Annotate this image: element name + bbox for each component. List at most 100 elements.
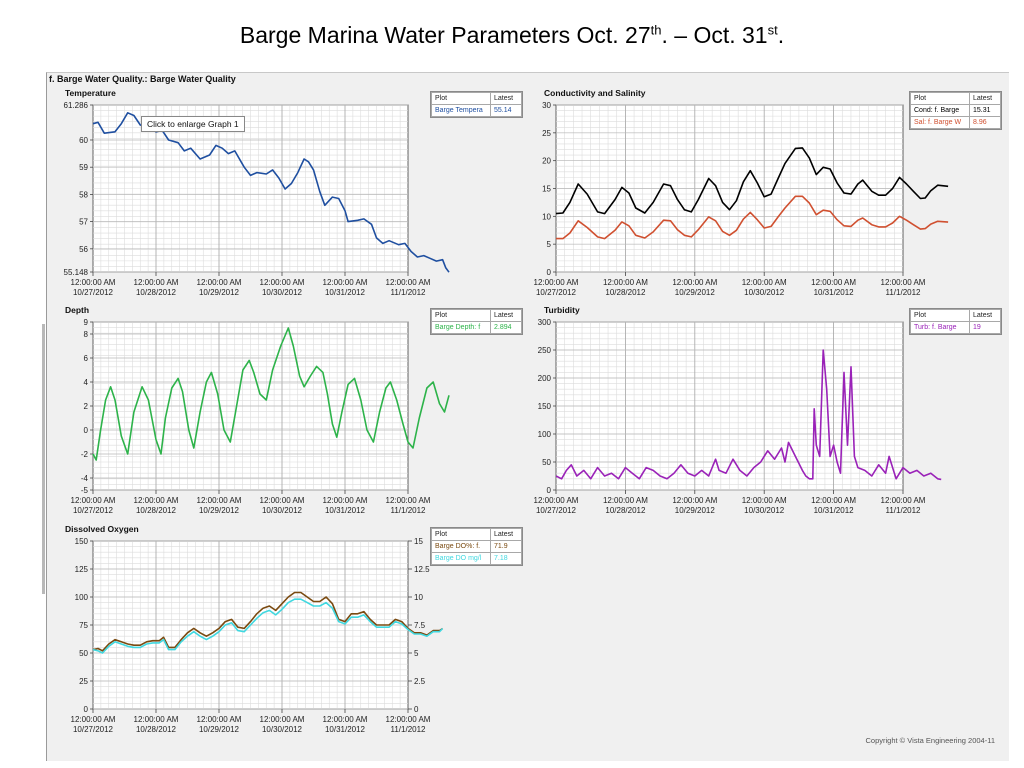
y-tick-label: 5	[547, 240, 552, 249]
legend-row[interactable]: Cond: f. Barge 15.31	[910, 104, 1001, 117]
conductivity_salinity-title: Conductivity and Salinity	[544, 88, 646, 98]
x-tick-time: 12:00:00 AM	[71, 715, 116, 724]
legend-header-cell: Plot	[910, 309, 970, 322]
temperature-title: Temperature	[65, 88, 116, 98]
legend-latest-value: 2.894	[490, 321, 522, 334]
slide-title-end: .	[777, 22, 785, 48]
x-tick-time: 12:00:00 AM	[811, 278, 856, 287]
enlarge-graph-tooltip: Click to enlarge Graph 1	[141, 116, 245, 132]
y-tick-label: 50	[542, 458, 551, 467]
slide-title-main: Barge Marina Water Parameters Oct. 27	[239, 22, 651, 48]
legend-header-cell: Latest	[490, 309, 522, 322]
x-tick-date: 10/29/2012	[675, 288, 716, 297]
x-tick-time: 12:00:00 AM	[260, 278, 305, 287]
legend-header-cell: Latest	[969, 92, 1001, 105]
x-tick-date: 11/1/2012	[391, 725, 427, 734]
slide-title: Barge Marina Water Parameters Oct. 27th.…	[0, 22, 1024, 49]
x-tick-time: 12:00:00 AM	[742, 278, 787, 287]
x-tick-time: 12:00:00 AM	[742, 496, 787, 505]
slide-title-sup-st: st	[767, 22, 778, 38]
legend-row[interactable]: Sal: f. Barge W 8.96	[910, 116, 1001, 129]
conductivity_salinity-chart[interactable]: Conductivity and Salinity30252015105012:…	[534, 88, 949, 297]
x-tick-time: 12:00:00 AM	[323, 715, 368, 724]
conductivity_salinity-series-2	[556, 195, 949, 240]
y-tick-label: 8	[84, 330, 89, 339]
x-tick-time: 12:00:00 AM	[534, 278, 579, 287]
legend-row[interactable]: Turb: f. Barge 19	[910, 321, 1001, 334]
x-tick-time: 12:00:00 AM	[260, 496, 305, 505]
slide-title-mid: . – Oct. 31	[661, 22, 768, 48]
y2-tick-label: 2.5	[414, 677, 426, 686]
x-tick-date: 10/27/2012	[73, 506, 114, 515]
x-tick-time: 12:00:00 AM	[603, 496, 648, 505]
legend-latest-value: 8.96	[969, 116, 1001, 129]
conductivity_salinity-legend: Plot Latest Cond: f. Barge 15.31 Sal: f. Bar…	[909, 91, 1002, 130]
x-tick-time: 12:00:00 AM	[603, 278, 648, 287]
y2-tick-label: 10	[414, 593, 423, 602]
legend-row[interactable]: Barge DO%: f. 71.9	[431, 540, 522, 553]
y-tick-label: 61.286	[64, 101, 89, 110]
y2-tick-label: 12.5	[414, 565, 430, 574]
depth-series-1	[92, 327, 450, 461]
legend-series-name: Cond: f. Barge	[910, 104, 970, 117]
y-tick-label: 20	[542, 157, 551, 166]
legend-header-cell: Latest	[490, 92, 522, 105]
panel-title: f. Barge Water Quality.: Barge Water Qua…	[49, 74, 236, 84]
legend-row[interactable]: Barge Tempera 55.14	[431, 104, 522, 117]
y-tick-label: 57	[79, 218, 88, 227]
x-tick-time: 12:00:00 AM	[881, 496, 926, 505]
x-tick-date: 10/31/2012	[325, 506, 366, 515]
legend-row[interactable]: Barge Depth: f 2.894	[431, 321, 522, 334]
x-tick-time: 12:00:00 AM	[134, 715, 179, 724]
y2-tick-label: 15	[414, 537, 423, 546]
dissolved_oxygen-series-2	[92, 598, 444, 654]
x-tick-date: 10/28/2012	[605, 506, 646, 515]
y-tick-label: 59	[79, 163, 88, 172]
dissolved_oxygen-chart[interactable]: Dissolved Oxygen15012510075502501512.510…	[65, 524, 444, 734]
y-tick-label: 100	[75, 593, 89, 602]
legend-header-cell: Plot	[431, 528, 491, 541]
x-tick-date: 10/30/2012	[262, 725, 303, 734]
x-tick-date: 10/27/2012	[73, 725, 114, 734]
temperature-grid	[93, 104, 408, 273]
x-tick-time: 12:00:00 AM	[386, 496, 431, 505]
legend-row[interactable]: Barge DO mg/l 7.18	[431, 552, 522, 565]
conductivity_salinity-grid	[556, 104, 903, 273]
y2-tick-label: 0	[414, 705, 419, 714]
x-tick-time: 12:00:00 AM	[134, 278, 179, 287]
temperature-chart[interactable]: Temperature61.286605958575655.14812:00:0…	[64, 88, 450, 297]
x-tick-date: 10/30/2012	[744, 506, 785, 515]
x-tick-date: 10/30/2012	[744, 288, 785, 297]
y2-tick-label: 7.5	[414, 621, 426, 630]
turbidity-title: Turbidity	[544, 305, 580, 315]
y-tick-label: -4	[81, 474, 89, 483]
x-tick-date: 10/29/2012	[199, 506, 240, 515]
temperature-legend: Plot Latest Barge Tempera 55.14	[430, 91, 523, 118]
y-tick-label: 9	[84, 318, 89, 327]
y-tick-label: 25	[79, 677, 88, 686]
x-tick-time: 12:00:00 AM	[323, 496, 368, 505]
y-tick-label: 50	[79, 649, 88, 658]
y-tick-label: 0	[547, 486, 552, 495]
left-scrollbar[interactable]	[42, 324, 45, 594]
y-tick-label: 150	[538, 402, 552, 411]
legend-header-cell: Latest	[490, 528, 522, 541]
legend-latest-value: 7.18	[490, 552, 522, 565]
x-tick-date: 10/31/2012	[325, 725, 366, 734]
turbidity-series-1	[555, 349, 942, 481]
x-tick-date: 11/1/2012	[886, 288, 922, 297]
x-tick-time: 12:00:00 AM	[881, 278, 926, 287]
x-tick-date: 10/28/2012	[136, 506, 177, 515]
x-tick-time: 12:00:00 AM	[386, 715, 431, 724]
x-tick-date: 10/29/2012	[199, 288, 240, 297]
y-tick-label: 4	[84, 378, 89, 387]
y-tick-label: 15	[542, 185, 551, 194]
legend-header-cell: Latest	[969, 309, 1001, 322]
y-tick-label: 250	[538, 346, 552, 355]
x-tick-time: 12:00:00 AM	[197, 278, 242, 287]
x-tick-time: 12:00:00 AM	[134, 496, 179, 505]
turbidity-legend: Plot Latest Turb: f. Barge 19	[909, 308, 1002, 335]
y-tick-label: 56	[79, 245, 88, 254]
